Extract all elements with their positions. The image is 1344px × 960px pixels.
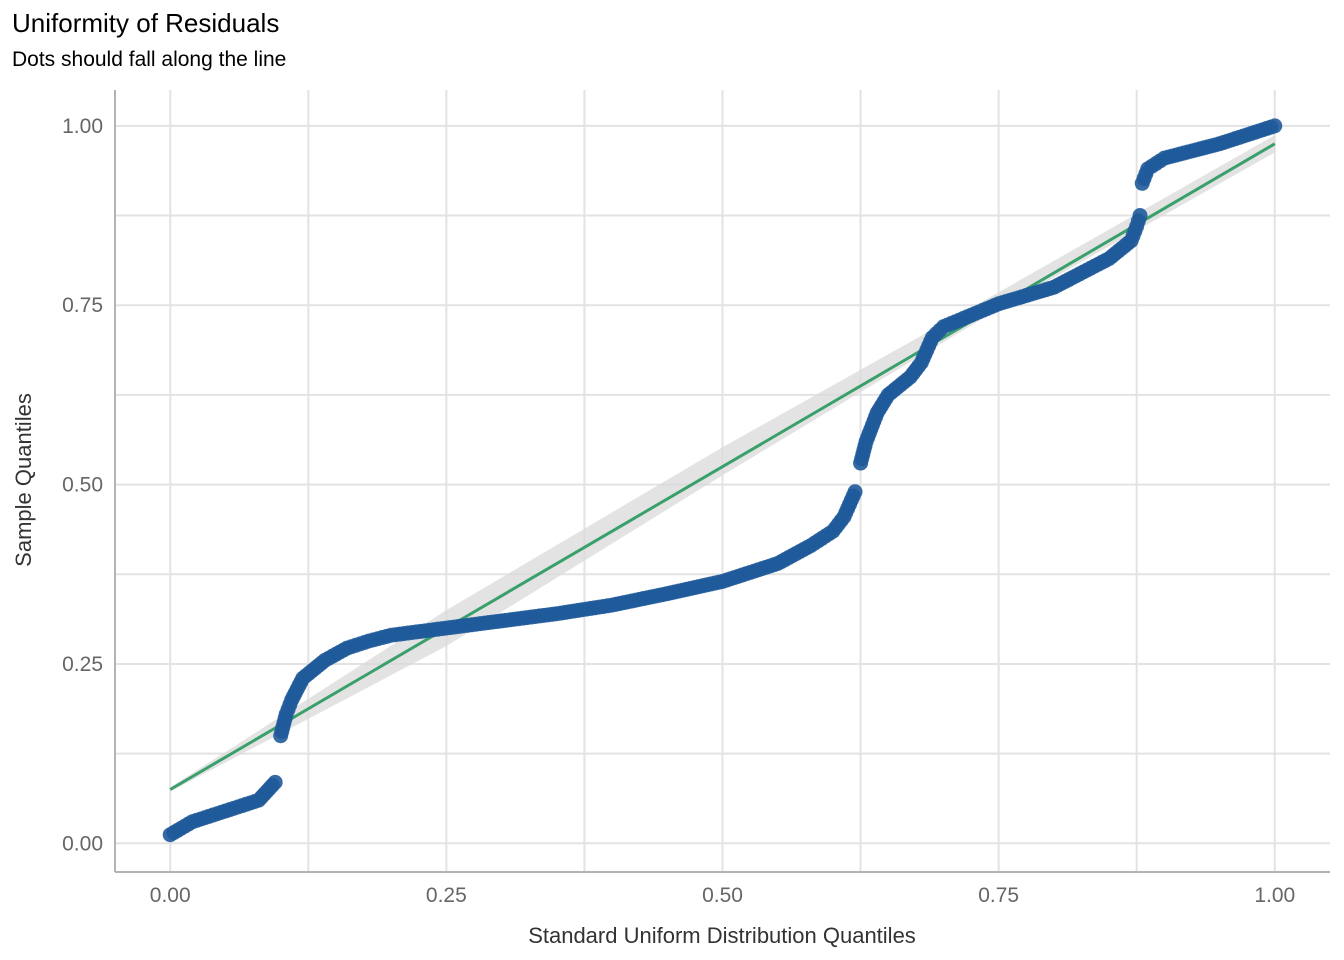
y-tick-label: 0.25 xyxy=(62,653,103,676)
grid xyxy=(115,90,1330,872)
y-tick-label: 0.75 xyxy=(62,294,103,317)
axes xyxy=(114,90,1330,873)
sample-point xyxy=(1132,208,1148,224)
sample-point xyxy=(847,484,863,500)
points-layer xyxy=(162,118,1283,843)
y-axis-title: Sample Quantiles xyxy=(11,393,36,567)
y-tick-label: 1.00 xyxy=(62,115,103,138)
sample-point xyxy=(1267,118,1283,134)
x-tick-label: 1.00 xyxy=(1254,884,1295,907)
y-tick-labels: 0.00 0.25 0.50 0.75 1.00 xyxy=(62,115,103,855)
y-tick-label: 0.00 xyxy=(62,832,103,855)
chart-title: Uniformity of Residuals xyxy=(12,8,280,38)
x-tick-label: 0.50 xyxy=(702,884,743,907)
x-tick-labels: 0.00 0.25 0.50 0.75 1.00 xyxy=(150,884,1295,907)
reference-line-layer xyxy=(169,142,1276,791)
reference-line xyxy=(169,142,1276,791)
x-tick-label: 0.25 xyxy=(426,884,467,907)
x-tick-label: 0.00 xyxy=(150,884,191,907)
chart-subtitle: Dots should fall along the line xyxy=(12,48,287,71)
x-axis-title: Standard Uniform Distribution Quantiles xyxy=(528,923,916,948)
y-tick-label: 0.50 xyxy=(62,474,103,497)
sample-point xyxy=(267,774,283,790)
x-tick-label: 0.75 xyxy=(978,884,1019,907)
